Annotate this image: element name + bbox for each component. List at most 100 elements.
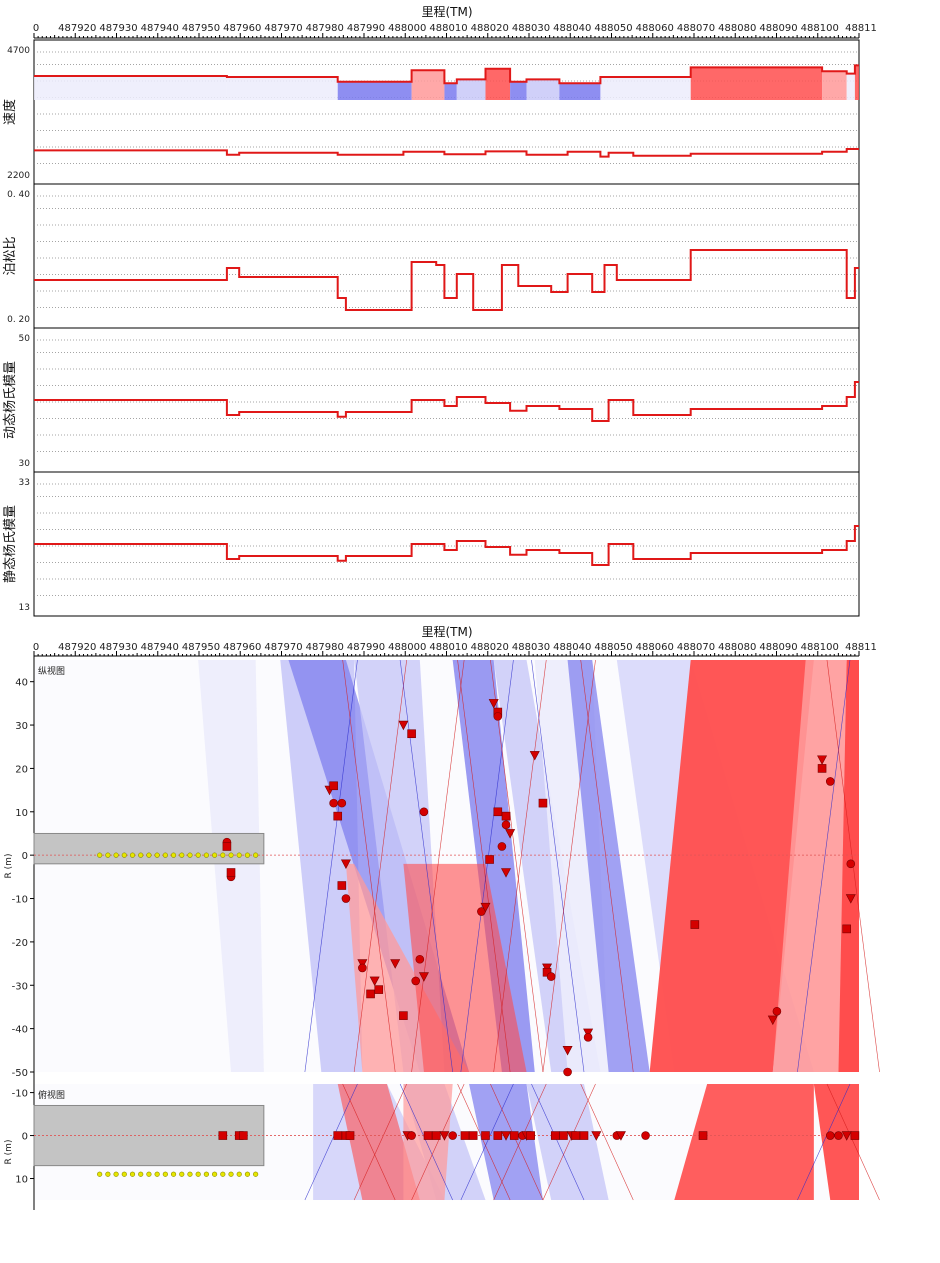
x-tick-label: 488090 [759, 642, 797, 653]
zone-band [674, 1084, 814, 1200]
y-tick-label: 10 [15, 1175, 28, 1186]
event-marker-circle [411, 976, 421, 986]
panel-frame [33, 39, 860, 185]
sensor-point [179, 1171, 185, 1177]
event-marker-square [222, 842, 232, 851]
event-marker-circle [846, 859, 856, 869]
x-tick-label: 488020 [471, 642, 509, 653]
velocity-band [690, 67, 823, 100]
event-marker-square [239, 1131, 248, 1140]
fracture-line [457, 659, 511, 1073]
x-tick-label: 488080 [718, 23, 756, 34]
x-tick-label: 488040 [553, 23, 591, 34]
series-line [34, 249, 859, 311]
event-marker-triangle [501, 1131, 512, 1141]
x-tick-label: 488000 [388, 642, 426, 653]
velocity-band [485, 68, 511, 100]
event-marker-circle [329, 798, 338, 808]
y-tick-label: 30 [15, 721, 28, 732]
x-tick-label: 487920 [58, 23, 96, 34]
sensor-point [113, 852, 119, 858]
event-marker-circle [825, 777, 835, 786]
sensor-point [129, 1171, 136, 1177]
event-marker-circle [563, 1067, 572, 1077]
y-tick-label: 2200 [7, 171, 30, 181]
event-marker-square [550, 1131, 560, 1140]
zone-band [403, 863, 527, 1072]
x-tick-label: 0 [33, 23, 39, 34]
sensor-point [187, 1171, 193, 1177]
x-tick-label: 488050 [594, 23, 632, 34]
event-marker-triangle [480, 902, 491, 913]
event-marker-triangle [591, 1131, 602, 1141]
event-marker-square [817, 764, 827, 773]
y-tick-label: 0. 20 [7, 315, 30, 325]
event-marker-triangle [841, 1131, 852, 1141]
sensor-point [162, 852, 168, 858]
event-marker-square [218, 1131, 228, 1140]
sensor-point [121, 852, 127, 858]
sensor-point [220, 852, 226, 858]
event-marker-triangle [817, 755, 828, 765]
zone-shading [198, 659, 880, 1073]
event-marker-square [538, 798, 548, 808]
x-tick-label: 488050 [594, 642, 632, 653]
x-axis-title: 里程(TM) [421, 4, 472, 19]
velocity-band [337, 81, 412, 100]
fracture-line [399, 1083, 453, 1201]
sensor-point [228, 852, 234, 858]
event-marker-square [333, 811, 343, 821]
velocity-band [854, 65, 859, 100]
y-tick-label: -50 [12, 1068, 28, 1079]
y-tick-label: 13 [19, 603, 30, 613]
velocity-band [444, 83, 457, 100]
x-tick-label: 487980 [306, 23, 344, 34]
fracture-line [490, 1083, 544, 1201]
sensor-point [211, 1171, 218, 1177]
y-tick-label: 0. 40 [7, 190, 30, 200]
event-marker-circle [501, 820, 511, 830]
x-tick-label: 487980 [306, 642, 344, 653]
x-tick-label: 488100 [801, 23, 839, 34]
x-tick-label: 488090 [759, 23, 797, 34]
event-marker-triangle [562, 1046, 573, 1056]
sensor-point [203, 852, 209, 858]
y-tick-label: 20 [15, 764, 28, 775]
x-tick-label: 487960 [223, 642, 261, 653]
series-line [34, 381, 859, 422]
event-marker-square [407, 729, 416, 739]
event-marker-triangle [529, 751, 540, 761]
event-marker-square [333, 1131, 343, 1140]
fracture-line [826, 1083, 880, 1201]
fracture-line [493, 1083, 547, 1201]
fracture-line [542, 1083, 596, 1201]
fracture-line [797, 659, 851, 1073]
velocity-band [34, 76, 227, 100]
x-tick-label: 488030 [512, 23, 550, 34]
x-tick-label: 488070 [677, 23, 715, 34]
y-tick-label: 0 [22, 1132, 28, 1143]
event-marker-square [337, 881, 347, 890]
zone-band [772, 660, 859, 1072]
sensor-point [244, 852, 251, 858]
sensor-point [105, 1171, 111, 1177]
event-marker-triangle [340, 859, 351, 869]
sensor-point [253, 852, 259, 858]
fracture-line [531, 1083, 585, 1201]
series-line [34, 64, 859, 85]
event-marker-circle [448, 1131, 457, 1140]
x-axis-title: 里程(TM) [421, 624, 472, 639]
sensor-point [154, 852, 160, 858]
event-marker-triangle [390, 959, 401, 969]
event-marker-circle [358, 963, 367, 973]
event-marker-square [366, 989, 375, 999]
fracture-line [411, 659, 465, 1073]
sensor-point [203, 1171, 209, 1177]
y-tick-label: 30 [19, 459, 31, 469]
sensor-point [138, 852, 144, 858]
sensor-point [253, 1171, 259, 1177]
event-marker-circle [546, 972, 556, 981]
y-tick-label: 50 [19, 334, 31, 344]
sensor-point [105, 852, 111, 858]
event-marker-square [468, 1131, 478, 1140]
